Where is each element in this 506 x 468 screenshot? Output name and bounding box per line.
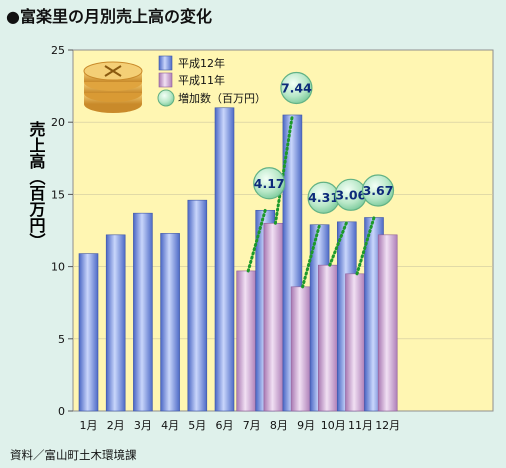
increase-link <box>301 223 322 289</box>
y-tick-label: 10 <box>51 261 65 274</box>
y-tick-label: 15 <box>51 188 65 201</box>
y-tick-label: 25 <box>51 44 65 57</box>
bar-h12 <box>187 199 208 412</box>
x-tick-label: 10月 <box>321 419 346 432</box>
coin-stack-icon <box>83 61 143 113</box>
y-axis-title: 売上高（百万円） <box>27 120 47 249</box>
increase-label: 4.31 <box>308 190 339 205</box>
y-tick-label: 5 <box>58 333 65 346</box>
x-tick-label: 6月 <box>216 419 234 432</box>
y-tick-label: 0 <box>58 405 65 418</box>
bar-h12 <box>78 253 99 412</box>
legend-label-h12: 平成12年 <box>178 56 225 70</box>
x-tick-label: 4月 <box>161 419 179 432</box>
bar-h11 <box>236 270 256 412</box>
increase-label: 3.06 <box>335 187 366 202</box>
increase-label: 7.44 <box>281 80 312 95</box>
chart-title: ●富楽里の月別売上高の変化 <box>6 7 212 26</box>
x-tick-label: 5月 <box>188 419 206 432</box>
legend-label-increase: 増加数（百万円） <box>178 92 266 105</box>
increase-bubble <box>361 174 395 207</box>
x-tick-label: 9月 <box>297 419 315 432</box>
x-tick-label: 1月 <box>80 419 98 432</box>
increase-link <box>328 220 349 267</box>
increase-label: 4.17 <box>254 176 285 191</box>
x-tick-label: 2月 <box>107 419 125 432</box>
increase-links <box>246 113 376 289</box>
legend-item-h11: 平成11年 <box>158 72 225 88</box>
increase-bubble <box>280 71 313 105</box>
bar-h12 <box>160 233 180 412</box>
increase-bubbles: 4.17 7.44 4.313.063.67 <box>253 71 395 214</box>
increase-bubble <box>253 167 286 200</box>
x-tick-label: 7月 <box>243 419 261 432</box>
x-tick-labels: 1月 2月 3月 4月 5月 6月 7月 8月 9月 10月 11月 12月 <box>80 419 401 432</box>
x-tick-label: 3月 <box>134 419 152 432</box>
bar-h12 <box>214 107 235 412</box>
bar-h12 <box>133 212 153 412</box>
x-tick-label: 8月 <box>270 419 288 432</box>
y-axis-label: 売上高（百万円） <box>27 120 47 249</box>
y-tick-label: 20 <box>51 116 65 129</box>
source-note: 資料／富山町土木環境課 <box>10 448 137 462</box>
x-tick-label: 11月 <box>348 419 373 432</box>
bar-h11 <box>290 286 311 412</box>
x-tick-label: 12月 <box>375 419 400 432</box>
bars <box>78 107 398 412</box>
legend: 平成12年 平成11年 増加数（百万円） <box>157 55 266 107</box>
bar-h11 <box>377 234 398 412</box>
y-tick-labels: 0 5 10 15 20 25 <box>51 44 65 418</box>
increase-link <box>246 208 267 273</box>
bar-h11 <box>317 264 338 412</box>
bar-h11 <box>345 273 365 412</box>
bar-h12 <box>105 234 126 412</box>
increase-label: 3.67 <box>363 183 394 198</box>
legend-item-h12: 平成12年 <box>158 55 225 71</box>
bar-h11 <box>263 222 284 412</box>
increase-link <box>273 113 294 225</box>
legend-item-increase: 増加数（百万円） <box>157 89 266 107</box>
increase-link <box>355 216 376 276</box>
legend-label-h11: 平成11年 <box>178 73 225 87</box>
